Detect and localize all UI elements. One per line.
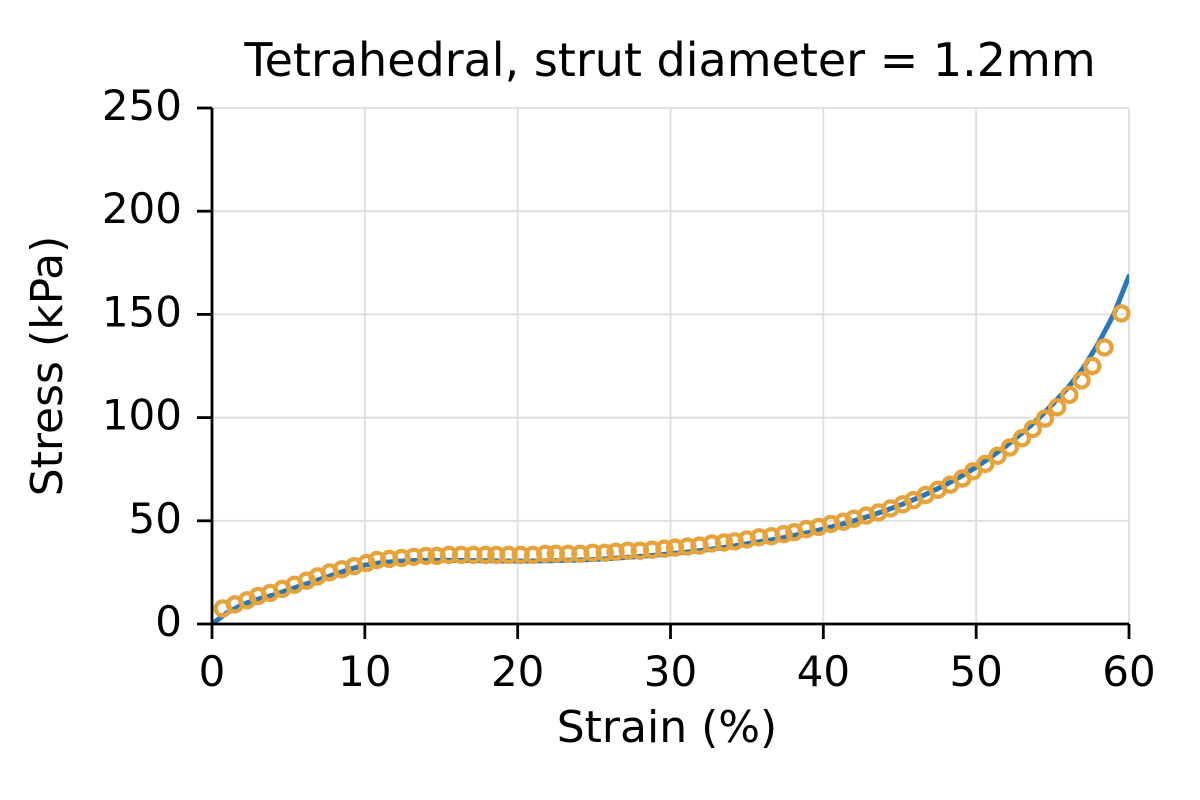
chart-title: Tetrahedral, strut diameter = 1.2mm xyxy=(243,33,1095,87)
data-point-marker xyxy=(834,512,853,532)
data-point-marker xyxy=(536,544,555,564)
x-tick-label-40: 40 xyxy=(797,647,850,696)
data-point-marker xyxy=(988,446,1007,465)
x-tick-label-10: 10 xyxy=(338,647,391,696)
y-tick-label-50: 50 xyxy=(129,494,182,543)
y-tick-label-100: 100 xyxy=(102,391,182,440)
x-tick-label-60: 60 xyxy=(1102,647,1155,696)
data-point-marker xyxy=(1012,429,1032,448)
data-point-marker xyxy=(714,533,734,552)
data-point-marker xyxy=(774,525,793,544)
data-point-marker xyxy=(1095,338,1114,357)
data-point-marker xyxy=(357,553,376,573)
gridlines xyxy=(211,107,1130,625)
data-point-marker xyxy=(416,546,436,566)
x-tick-label-50: 50 xyxy=(949,647,1002,696)
data-point-marker xyxy=(1083,356,1102,376)
data-point-marker xyxy=(655,539,674,558)
data-point-marker xyxy=(1023,419,1042,439)
y-axis-label: Stress (kPa) xyxy=(22,236,73,497)
data-point-marker xyxy=(476,545,495,565)
data-point-marker xyxy=(1060,385,1079,405)
axes: 0 10 20 30 40 50 60 0 50 100 150 200 250 xyxy=(102,81,1156,696)
data-point-marker xyxy=(1000,438,1020,457)
y-tick-label-250: 250 xyxy=(102,81,182,130)
data-point-marker xyxy=(976,454,995,474)
scatter-series xyxy=(213,304,1131,618)
x-tick-label-0: 0 xyxy=(199,647,226,696)
y-tick-label-0: 0 xyxy=(155,597,182,646)
data-point-marker xyxy=(1035,409,1055,428)
data-point-marker xyxy=(1047,398,1067,417)
x-tick-label-20: 20 xyxy=(491,647,544,696)
y-tick-label-150: 150 xyxy=(102,287,182,336)
data-point-marker xyxy=(1112,304,1131,323)
x-axis-label: Strain (%) xyxy=(557,702,777,753)
data-point-marker xyxy=(1072,371,1091,390)
data-point-marker xyxy=(595,543,615,563)
x-tick-label-30: 30 xyxy=(644,647,697,696)
y-tick-label-200: 200 xyxy=(102,184,182,233)
